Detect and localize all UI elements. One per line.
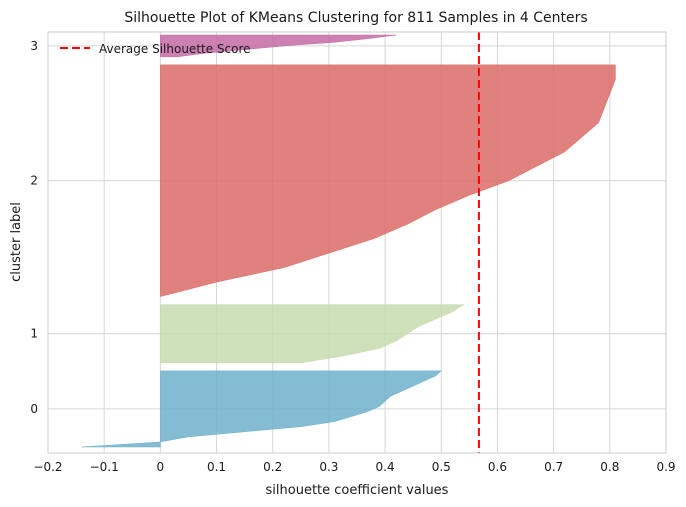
x-tick-label: 0.6 (488, 460, 507, 474)
x-tick-labels: −0.2 −0.1 0 0.1 0.2 0.3 0.4 0.5 0.6 0.7 0.8 0.9 (33, 460, 675, 474)
x-tick-label: 0.3 (319, 460, 338, 474)
x-tick-label: 0 (157, 460, 165, 474)
y-axis-label: cluster label (9, 202, 24, 282)
x-tick-label: 0.9 (656, 460, 675, 474)
x-tick-label: 0.1 (207, 460, 226, 474)
legend: Average Silhouette Score (60, 42, 251, 56)
y-tick-label: 3 (30, 39, 38, 53)
x-tick-label: −0.2 (33, 460, 62, 474)
cluster-0-silhouette (81, 370, 442, 448)
cluster-1-silhouette (160, 304, 465, 364)
plot-frame (47, 31, 667, 454)
y-tick-label: 0 (30, 402, 38, 416)
x-tick-label: 0.5 (432, 460, 451, 474)
x-tick-label: 0.4 (376, 460, 395, 474)
x-tick-label: 0.7 (544, 460, 563, 474)
cluster-silhouettes (81, 34, 616, 448)
x-axis-label: silhouette coefficient values (266, 483, 449, 498)
x-tick-label: 0.8 (600, 460, 619, 474)
x-tick-label: 0.2 (263, 460, 282, 474)
cluster-2-silhouette (160, 64, 616, 297)
cluster-3-silhouette (160, 34, 397, 58)
y-tick-label: 1 (30, 327, 38, 341)
chart-title: Silhouette Plot of KMeans Clustering for… (124, 10, 587, 26)
y-tick-label: 2 (30, 174, 38, 188)
x-tick-label: −0.1 (90, 460, 119, 474)
y-tick-labels: 0 1 2 3 (30, 39, 38, 416)
legend-label: Average Silhouette Score (99, 42, 251, 56)
